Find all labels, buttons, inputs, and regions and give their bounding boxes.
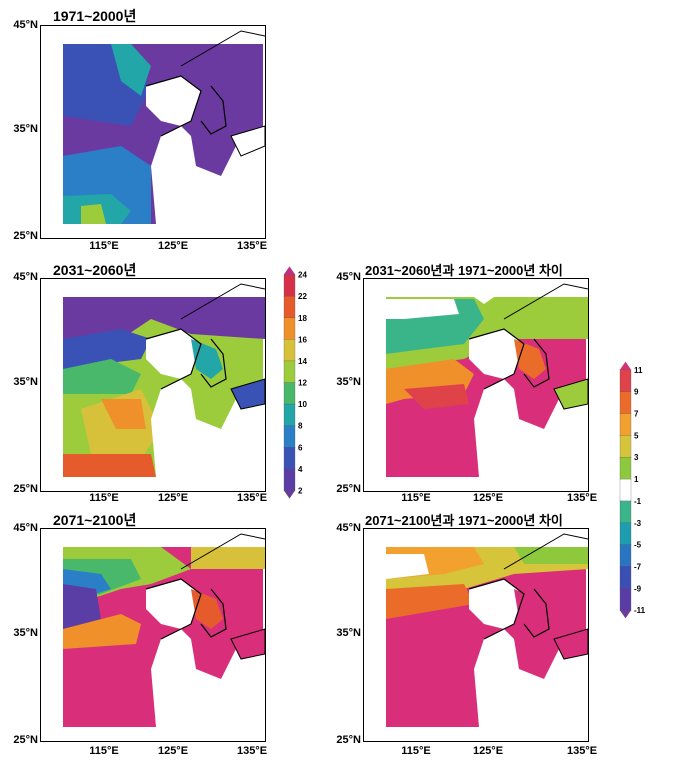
colorbar-tick-label: 12 bbox=[298, 379, 307, 388]
colorbar-segment bbox=[283, 339, 296, 362]
map-frame bbox=[363, 528, 589, 742]
lat-label-45: 45°N bbox=[336, 522, 361, 534]
lon-label-135: 135°E bbox=[236, 492, 268, 504]
colorbar-segment bbox=[283, 296, 296, 319]
lat-label-35: 35°N bbox=[336, 376, 361, 388]
colorbar-tick-label: -3 bbox=[634, 519, 642, 528]
lon-label-115: 115°E bbox=[89, 240, 119, 252]
colorbar-segment bbox=[619, 478, 632, 502]
colorbar-segment bbox=[619, 544, 632, 568]
lon-label-135: 135°E bbox=[236, 745, 268, 757]
lat-label-45: 45°N bbox=[13, 271, 38, 283]
lat-label-45: 45°N bbox=[336, 271, 361, 283]
lon-label-115: 115°E bbox=[401, 492, 431, 504]
lon-label-125: 125°E bbox=[157, 492, 189, 504]
map-frame bbox=[40, 528, 266, 742]
lon-label-135: 135°E bbox=[566, 745, 598, 757]
colorbar-segment bbox=[283, 447, 296, 470]
colorbar-segment bbox=[283, 382, 296, 405]
lon-label-135: 135°E bbox=[236, 240, 268, 252]
lon-label-135: 135°E bbox=[566, 492, 598, 504]
colorbar-tick-label: 18 bbox=[298, 314, 307, 323]
lat-label-45: 45°N bbox=[13, 19, 38, 31]
temperature-map bbox=[63, 283, 265, 477]
difference-map bbox=[386, 283, 588, 477]
colorbar-absolute: 24 22 18 16 14 12 10 8 6 4 2 bbox=[281, 245, 321, 520]
colorbar-segment bbox=[619, 522, 632, 546]
colorbar-segment bbox=[283, 490, 296, 499]
lon-label-125: 125°E bbox=[472, 492, 504, 504]
colorbar-tick-label: 7 bbox=[634, 410, 639, 419]
colorbar-segment bbox=[619, 391, 632, 415]
colorbar-tick-label: 2 bbox=[298, 486, 303, 495]
colorbar-segment bbox=[619, 361, 632, 370]
colorbar-difference-gradient: 11 9 7 5 3 1 -1 -3 -5 -7 -9 -11 bbox=[619, 361, 646, 619]
colorbar-segment bbox=[619, 435, 632, 458]
panel-title: 2031~2060년 bbox=[53, 262, 137, 278]
map-frame bbox=[40, 278, 266, 492]
lon-label-115: 115°E bbox=[89, 745, 119, 757]
colorbar-segment bbox=[619, 413, 632, 437]
lat-label-25: 25°N bbox=[336, 734, 361, 746]
colorbar-segment bbox=[283, 468, 296, 492]
colorbar-tick-label: 11 bbox=[634, 366, 643, 375]
colorbar-segment bbox=[283, 266, 296, 275]
colorbar-segment bbox=[283, 274, 296, 297]
colorbar-segment bbox=[619, 500, 632, 524]
panel-title: 2071~2100년과 1971~2000년 차이 bbox=[365, 513, 563, 528]
lat-label-35: 35°N bbox=[13, 376, 38, 388]
colorbar-tick-label: 22 bbox=[298, 292, 307, 301]
colorbar-tick-label: 3 bbox=[634, 453, 639, 462]
colorbar-segment bbox=[619, 566, 632, 589]
colorbar-segment bbox=[283, 403, 296, 427]
colorbar-absolute-gradient: 24 22 18 16 14 12 10 8 6 4 2 bbox=[283, 266, 307, 499]
colorbar-tick-label: 1 bbox=[634, 475, 639, 484]
temperature-map bbox=[63, 30, 265, 224]
lon-label-115: 115°E bbox=[401, 745, 431, 757]
colorbar-tick-label: 14 bbox=[298, 357, 307, 366]
lon-label-115: 115°E bbox=[89, 492, 119, 504]
colorbar-segment bbox=[619, 588, 632, 611]
colorbar-tick-label: -11 bbox=[634, 606, 646, 615]
colorbar-segment bbox=[619, 610, 632, 619]
lat-label-45: 45°N bbox=[13, 522, 38, 534]
colorbar-tick-label: -9 bbox=[634, 584, 642, 593]
lat-label-25: 25°N bbox=[13, 230, 38, 242]
lat-label-25: 25°N bbox=[13, 734, 38, 746]
colorbar-difference: 11 9 7 5 3 1 -1 -3 -5 -7 -9 -11 bbox=[614, 340, 664, 640]
colorbar-segment bbox=[283, 425, 296, 448]
lat-label-35: 35°N bbox=[13, 627, 38, 639]
colorbar-tick-label: 4 bbox=[298, 465, 303, 474]
lat-label-25: 25°N bbox=[336, 483, 361, 495]
lon-label-125: 125°E bbox=[157, 745, 189, 757]
panel-title: 1971~2000년 bbox=[53, 8, 137, 24]
colorbar-tick-label: -7 bbox=[634, 562, 642, 571]
colorbar-tick-label: 24 bbox=[298, 271, 307, 280]
colorbar-segment bbox=[619, 369, 632, 393]
colorbar-tick-label: -5 bbox=[634, 541, 642, 550]
colorbar-segment bbox=[619, 457, 632, 480]
lat-label-35: 35°N bbox=[13, 123, 38, 135]
lat-label-25: 25°N bbox=[13, 483, 38, 495]
lon-label-125: 125°E bbox=[472, 745, 504, 757]
colorbar-tick-label: 10 bbox=[298, 400, 307, 409]
map-frame bbox=[40, 25, 266, 239]
temperature-map bbox=[63, 533, 265, 727]
colorbar-tick-label: 16 bbox=[298, 335, 307, 344]
panel-title: 2031~2060년과 1971~2000년 차이 bbox=[365, 263, 563, 278]
panel-title: 2071~2100년 bbox=[53, 512, 137, 528]
colorbar-tick-label: 6 bbox=[298, 443, 303, 452]
lon-label-125: 125°E bbox=[157, 240, 189, 252]
difference-map bbox=[386, 533, 588, 727]
colorbar-segment bbox=[283, 317, 296, 340]
colorbar-tick-label: 5 bbox=[634, 431, 639, 440]
colorbar-tick-label: 8 bbox=[298, 422, 303, 431]
lat-label-35: 35°N bbox=[336, 627, 361, 639]
colorbar-tick-label: 9 bbox=[634, 388, 639, 397]
map-frame bbox=[363, 278, 589, 492]
colorbar-segment bbox=[283, 360, 296, 384]
colorbar-tick-label: -1 bbox=[634, 497, 642, 506]
